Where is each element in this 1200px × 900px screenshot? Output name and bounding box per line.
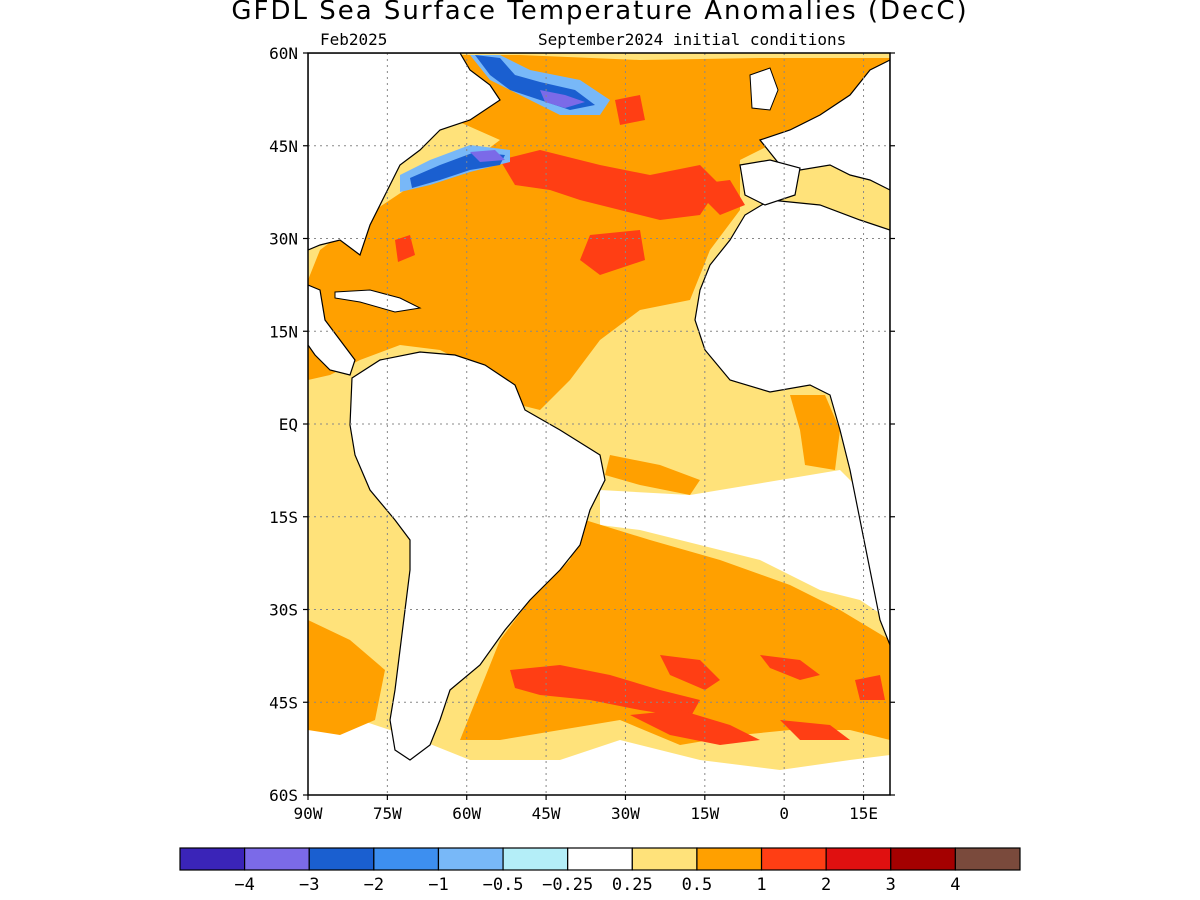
anomaly-field: [308, 53, 890, 795]
colorbar-swatch: [308, 847, 375, 871]
sw-pacific-warm: [308, 620, 385, 735]
longitude-axis: 90W 75W 60W 45W 30W 15W 0 15E: [294, 795, 878, 823]
colorbar-swatch: [825, 847, 892, 871]
south-red-streak-1: [510, 665, 700, 718]
land-uk: [749, 67, 779, 111]
colorbar-swatch: [437, 847, 504, 871]
lon-tick-label: 30W: [611, 804, 640, 823]
colorbar-label: 2: [821, 875, 831, 895]
lat-tick-label: 15S: [269, 508, 298, 527]
south-equatorial-warm: [605, 455, 700, 495]
land-south-america: [349, 351, 606, 761]
colorbar-swatch: [760, 847, 827, 871]
south-red-streak-5: [855, 675, 885, 700]
gulf-stream-cold-core: [470, 150, 505, 162]
colorbar-swatch: [954, 847, 1021, 871]
lat-tick-label: 45S: [269, 693, 298, 712]
north-red-patch-5: [615, 95, 645, 125]
colorbar-label: 1: [756, 875, 766, 895]
north-red-patch-3: [690, 180, 745, 215]
south-red-streak-3: [660, 655, 720, 690]
colorbar-label: 0.5: [682, 875, 713, 895]
colorbar-label: −2: [364, 875, 384, 895]
lon-tick-label: 60W: [452, 804, 481, 823]
lon-tick-label: 90W: [294, 804, 323, 823]
valid-month-label: Feb2025: [320, 30, 388, 49]
lat-tick-label: 15N: [269, 322, 298, 341]
colorbar-label: −0.25: [542, 875, 593, 895]
colorbar-label: 4: [950, 875, 960, 895]
lon-tick-label: 15W: [690, 804, 719, 823]
colorbar-label: −0.5: [483, 875, 524, 895]
lat-tick-label: 60N: [269, 44, 298, 63]
lat-tick-label: 30S: [269, 601, 298, 620]
colorbar-swatch: [502, 847, 569, 871]
colorbar-swatch: [373, 847, 440, 871]
lon-tick-label: 75W: [373, 804, 402, 823]
colorbar-swatch: [890, 847, 956, 871]
land-cuba: [334, 289, 422, 313]
colorbar-label: −4: [234, 875, 254, 895]
lon-tick-label: 45W: [532, 804, 561, 823]
land-central-america: [308, 284, 356, 376]
init-conditions-label: September2024 initial conditions: [538, 30, 847, 49]
land-africa: [694, 199, 890, 646]
southern-white-area: [308, 700, 890, 795]
lat-tick-label: 60S: [269, 786, 298, 805]
colorbar-swatch: [631, 847, 698, 871]
colorbar-label: 0.25: [612, 875, 653, 895]
east-equatorial-warm: [790, 395, 840, 470]
north-red-patch-4: [395, 235, 415, 262]
colorbar-label: 3: [886, 875, 896, 895]
south-red-streak-6: [780, 720, 850, 740]
lat-tick-label: EQ: [279, 415, 298, 434]
gridlines: [308, 53, 890, 795]
colorbar-label: −3: [299, 875, 319, 895]
south-white-band: [600, 470, 890, 620]
colorbar: −4 −3 −2 −1 −0.5 −0.25 0.25 0.5 1 2 3 4: [179, 847, 1021, 895]
colorbar-swatch: [179, 847, 246, 871]
land-north-america: [308, 53, 501, 256]
land-iberia: [739, 159, 801, 206]
lon-tick-label: 15E: [849, 804, 878, 823]
north-red-patch-1: [500, 150, 720, 220]
labrador-cold-core: [540, 90, 585, 108]
lat-tick-label: 45N: [269, 137, 298, 156]
colorbar-swatch: [567, 847, 633, 871]
south-red-streak-4: [760, 655, 820, 680]
colorbar-swatch: [696, 847, 763, 871]
north-atlantic-warm: [308, 55, 890, 410]
north-red-patch-2: [580, 230, 645, 275]
lon-tick-label: 0: [779, 804, 789, 823]
chart-title: GFDL Sea Surface Temperature Anomalies (…: [231, 0, 969, 26]
lat-tick-label: 30N: [269, 230, 298, 249]
latitude-axis: 60N 45N 30N 15N EQ 15S 30S 45S 60S: [269, 44, 895, 805]
south-red-streak-2: [630, 710, 760, 745]
colorbar-label: −1: [428, 875, 448, 895]
colorbar-swatch: [244, 847, 310, 871]
